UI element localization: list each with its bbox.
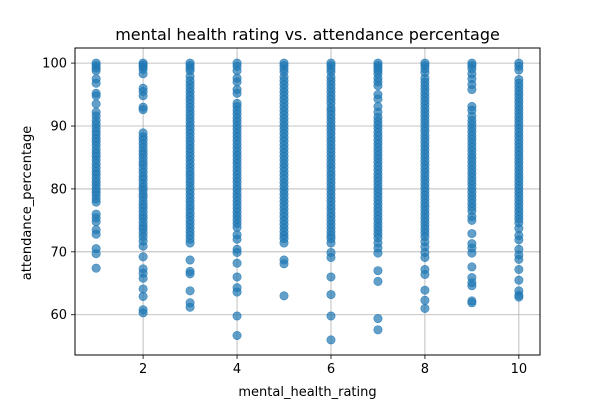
scatter-point: [138, 252, 148, 262]
scatter-point: [91, 263, 101, 273]
scatter-point: [279, 291, 289, 301]
scatter-point: [467, 262, 477, 272]
scatter-point: [420, 269, 430, 279]
scatter-point: [326, 290, 336, 300]
scatter-point: [373, 266, 383, 276]
scatter-point: [232, 88, 242, 98]
scatter-point: [467, 248, 477, 258]
scatter-point: [232, 77, 242, 87]
scatter-point: [514, 254, 524, 264]
scatter-point: [326, 335, 336, 345]
scatter-point: [467, 281, 477, 291]
scatter-point: [232, 222, 242, 232]
scatter-point: [420, 285, 430, 295]
scatter-point: [232, 258, 242, 268]
scatter-point: [138, 69, 148, 79]
y-axis-label: attendance_percentage: [20, 126, 35, 281]
scatter-point: [232, 247, 242, 257]
scatter-point: [279, 238, 289, 248]
scatter-point: [138, 308, 148, 318]
scatter-point: [232, 311, 242, 321]
scatter-point: [138, 273, 148, 283]
x-tick-label: 10: [511, 362, 528, 377]
y-tick-label: 70: [50, 245, 67, 260]
scatter-point: [185, 302, 195, 312]
x-axis: 2 4 6 8 10: [139, 355, 527, 377]
scatter-point: [467, 229, 477, 239]
scatter-point: [467, 215, 477, 225]
scatter-point: [185, 238, 195, 248]
scatter-point: [232, 287, 242, 297]
scatter-point: [138, 291, 148, 301]
scatter-point: [185, 269, 195, 279]
scatter-point: [326, 272, 336, 282]
y-tick-label: 60: [50, 308, 67, 323]
x-axis-label: mental_health_rating: [238, 385, 376, 400]
scatter-point: [467, 298, 477, 308]
scatter-point: [279, 259, 289, 269]
scatter-point: [373, 94, 383, 104]
scatter-point: [420, 252, 430, 262]
scatter-point: [138, 105, 148, 115]
scatter-point: [232, 272, 242, 282]
scatter-point: [91, 197, 101, 207]
scatter-point: [232, 66, 242, 76]
scatter-point: [138, 241, 148, 251]
scatter-point: [373, 325, 383, 335]
y-tick-label: 100: [42, 57, 67, 72]
scatter-point: [232, 234, 242, 244]
scatter-point: [326, 311, 336, 321]
scatter-point: [232, 330, 242, 340]
plot-area-frame: [74, 47, 541, 356]
data-points: [91, 58, 524, 345]
scatter-point: [373, 248, 383, 258]
x-tick-label: 6: [327, 362, 335, 377]
scatter-point: [326, 238, 336, 248]
y-axis: 60 70 80 90 100: [42, 57, 75, 323]
chart-title: mental health rating vs. attendance perc…: [115, 25, 500, 44]
scatter-point: [514, 65, 524, 75]
scatter-point: [185, 286, 195, 296]
scatter-point: [373, 314, 383, 324]
scatter-point: [373, 81, 383, 91]
scatter-point: [420, 295, 430, 305]
scatter-point: [514, 292, 524, 302]
scatter-point: [138, 284, 148, 294]
scatter-point: [91, 66, 101, 76]
x-tick-label: 4: [233, 362, 241, 377]
scatter-point: [514, 264, 524, 274]
x-tick-label: 8: [421, 362, 429, 377]
scatter-point: [138, 91, 148, 101]
scatter-point: [514, 275, 524, 285]
scatter-point: [91, 91, 101, 101]
scatter-point: [467, 85, 477, 95]
scatter-point: [91, 99, 101, 109]
y-tick-label: 90: [50, 120, 67, 135]
scatter-point: [514, 235, 524, 245]
y-tick-label: 80: [50, 182, 67, 197]
scatter-point: [91, 249, 101, 259]
scatter-point: [373, 276, 383, 286]
x-tick-label: 2: [139, 362, 147, 377]
scatter-point: [91, 78, 101, 88]
scatter-point: [91, 229, 101, 239]
scatter-point: [420, 303, 430, 313]
scatter-point: [185, 255, 195, 265]
scatter-point: [91, 217, 101, 227]
scatter-point: [326, 252, 336, 262]
